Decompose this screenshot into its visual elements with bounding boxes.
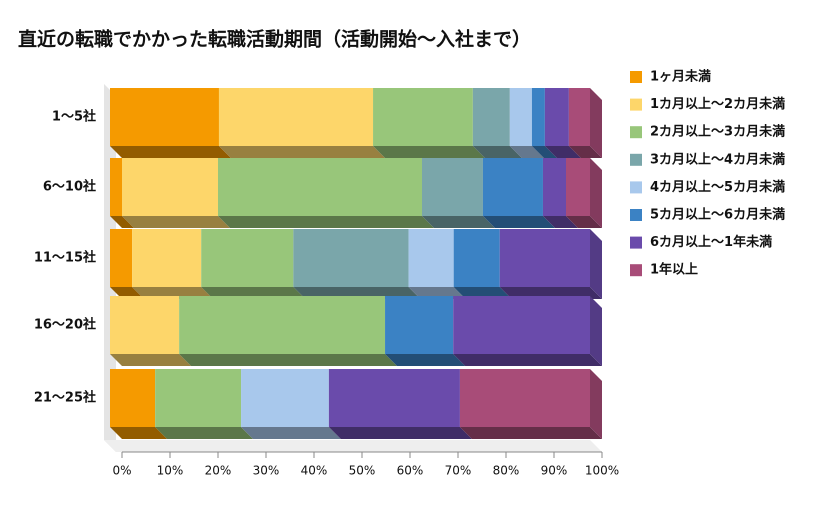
bar <box>201 229 294 287</box>
legend-swatch <box>630 126 642 139</box>
bar <box>218 158 422 216</box>
bar <box>328 369 460 427</box>
y-tick-label: 11～15社 <box>34 250 96 266</box>
bar <box>132 229 202 287</box>
bar-bottom <box>110 216 134 228</box>
bar-bottom <box>568 146 602 158</box>
legend-swatch <box>630 264 642 277</box>
bar <box>373 88 473 146</box>
bar <box>110 369 156 427</box>
legend-label: 3カ月以上～4カ月未満 <box>650 151 785 167</box>
bar-bottom <box>482 216 555 228</box>
bar <box>385 296 454 354</box>
bar-bottom <box>385 354 466 366</box>
bar-bottom <box>472 146 522 158</box>
bar <box>459 369 590 427</box>
bar <box>110 88 219 146</box>
bar-bottom <box>218 146 386 158</box>
bar-bottom <box>110 427 168 439</box>
bar <box>482 158 543 216</box>
bar <box>122 158 218 216</box>
y-tick-label: 6～10社 <box>43 179 96 195</box>
floor <box>104 440 602 452</box>
bar-side <box>590 296 602 366</box>
legend-label: 6カ月以上～1年未満 <box>650 234 772 250</box>
chart-title: 直近の転職でかかった転職活動期間（活動開始～入社まで） <box>18 28 531 51</box>
legend-label: 1年以上 <box>650 262 698 278</box>
bar-bottom <box>110 354 192 366</box>
bar <box>542 158 566 216</box>
x-tick-label: 100% <box>585 464 619 478</box>
legend-label: 2カ月以上～3カ月未満 <box>650 124 785 140</box>
x-tick-label: 0% <box>112 464 131 478</box>
bar-bottom <box>122 216 230 228</box>
bar <box>531 88 545 146</box>
legend-label: 1カ月以上～2カ月未満 <box>650 96 785 112</box>
x-tick-label: 10% <box>157 464 184 478</box>
legend-swatch <box>630 236 642 249</box>
bar <box>422 158 483 216</box>
y-tick-label: 1～5社 <box>52 109 96 125</box>
bar <box>568 88 590 146</box>
bar-bottom <box>373 146 485 158</box>
bar-side <box>590 158 602 228</box>
bar-side <box>590 88 602 158</box>
bar <box>453 296 590 354</box>
bar <box>241 369 329 427</box>
legend-label: 5カ月以上～6カ月未満 <box>650 207 785 223</box>
legend-label: 1ヶ月未満 <box>650 69 711 85</box>
bar <box>155 369 242 427</box>
bar-bottom <box>509 146 544 158</box>
bar <box>509 88 532 146</box>
x-tick-label: 60% <box>397 464 424 478</box>
x-tick-label: 80% <box>493 464 520 478</box>
bar <box>499 229 590 287</box>
bar <box>566 158 590 216</box>
legend-swatch <box>630 181 642 194</box>
bar-bottom <box>155 427 254 439</box>
legend-swatch <box>630 153 642 166</box>
bar <box>544 88 569 146</box>
y-tick-label: 21～25社 <box>34 390 96 406</box>
y-tick-label: 16～20社 <box>34 317 96 333</box>
bar-bottom <box>328 427 472 439</box>
bar-bottom <box>110 146 231 158</box>
bar-bottom <box>531 146 557 158</box>
x-tick-label: 50% <box>349 464 376 478</box>
legend-label: 4カ月以上～5カ月未満 <box>650 179 785 195</box>
bar-bottom <box>542 216 578 228</box>
bar <box>110 158 122 216</box>
legend-swatch <box>630 209 642 221</box>
bar <box>179 296 386 354</box>
x-tick-label: 40% <box>301 464 328 478</box>
bar-bottom <box>218 216 434 228</box>
bar-side <box>590 369 602 439</box>
bar-bottom <box>179 354 398 366</box>
x-tick-label: 20% <box>205 464 232 478</box>
x-tick-label: 90% <box>541 464 568 478</box>
bar-bottom <box>422 216 495 228</box>
bar <box>110 229 133 287</box>
bar-side <box>590 229 602 299</box>
bar <box>218 88 374 146</box>
legend-swatch <box>630 98 642 111</box>
bar <box>408 229 454 287</box>
bar <box>453 229 500 287</box>
bar-bottom <box>453 354 602 366</box>
bar <box>293 229 409 287</box>
bar <box>110 296 180 354</box>
x-tick-label: 30% <box>253 464 280 478</box>
bar <box>472 88 510 146</box>
x-tick-label: 70% <box>445 464 472 478</box>
bar-bottom <box>459 427 602 439</box>
bar-bottom <box>241 427 341 439</box>
legend-swatch <box>630 71 642 83</box>
